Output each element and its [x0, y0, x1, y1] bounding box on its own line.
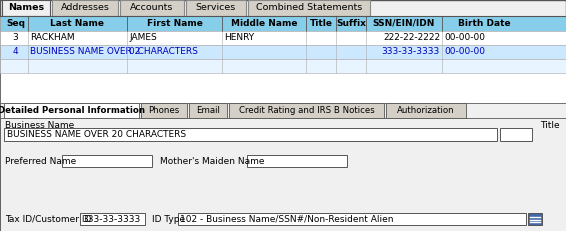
Text: Combined Statements: Combined Statements: [256, 3, 362, 12]
Bar: [189, 103, 227, 118]
Bar: [500, 128, 532, 141]
Bar: [0, 45, 566, 59]
Text: Services: Services: [196, 3, 236, 12]
Bar: [80, 213, 145, 225]
Bar: [178, 213, 526, 225]
Bar: [186, 0, 246, 16]
Bar: [386, 103, 466, 118]
Text: Business Name: Business Name: [5, 121, 74, 130]
Text: Addresses: Addresses: [61, 3, 109, 12]
Bar: [248, 0, 370, 16]
Text: 222-22-2222: 222-22-2222: [383, 33, 440, 43]
Text: 0 CHARACTERS: 0 CHARACTERS: [129, 48, 198, 57]
Text: 00-00-00: 00-00-00: [444, 33, 485, 43]
Bar: [4, 103, 139, 118]
Text: Seq: Seq: [6, 19, 25, 28]
Text: Email: Email: [196, 106, 220, 115]
Text: 00-00-00: 00-00-00: [444, 48, 485, 57]
Text: Title: Title: [540, 121, 560, 130]
Text: BUSINESS NAME OVER 2: BUSINESS NAME OVER 2: [30, 48, 140, 57]
Text: 102 - Business Name/SSN#/Non-Resident Alien: 102 - Business Name/SSN#/Non-Resident Al…: [180, 215, 393, 224]
Text: Birth Date: Birth Date: [458, 19, 511, 28]
Text: Accounts: Accounts: [130, 3, 174, 12]
Text: Names: Names: [8, 3, 44, 12]
Text: HENRY: HENRY: [224, 33, 254, 43]
Text: 333-33-3333: 333-33-3333: [381, 48, 440, 57]
Text: 3: 3: [12, 33, 18, 43]
Bar: [120, 0, 184, 16]
Bar: [528, 213, 542, 225]
Text: JAMES: JAMES: [129, 33, 157, 43]
Text: Preferred Name: Preferred Name: [5, 158, 76, 167]
Text: ID Type: ID Type: [152, 215, 185, 224]
Text: Middle Name: Middle Name: [231, 19, 297, 28]
Bar: [0, 59, 566, 73]
Text: 4: 4: [12, 48, 18, 57]
Bar: [0, 31, 566, 45]
Text: Detailed Personal Information: Detailed Personal Information: [0, 106, 145, 115]
Bar: [0, 16, 566, 31]
Text: SSN/EIN/IDN: SSN/EIN/IDN: [373, 19, 435, 28]
Bar: [52, 0, 118, 16]
Text: Authorization: Authorization: [397, 106, 455, 115]
Bar: [4, 128, 497, 141]
Bar: [62, 155, 152, 167]
Bar: [0, 16, 566, 103]
Text: Suffix: Suffix: [336, 19, 366, 28]
Bar: [141, 103, 187, 118]
Text: Credit Rating and IRS B Notices: Credit Rating and IRS B Notices: [239, 106, 374, 115]
Text: First Name: First Name: [147, 19, 203, 28]
Bar: [229, 103, 384, 118]
Text: Tax ID/Customer ID: Tax ID/Customer ID: [5, 215, 91, 224]
Text: RACKHAM: RACKHAM: [30, 33, 75, 43]
Text: Title: Title: [310, 19, 332, 28]
Bar: [0, 118, 566, 231]
Bar: [247, 155, 347, 167]
Text: Mother's Maiden Name: Mother's Maiden Name: [160, 158, 264, 167]
Bar: [0, 103, 566, 231]
Text: BUSINESS NAME OVER 20 CHARACTERS: BUSINESS NAME OVER 20 CHARACTERS: [7, 130, 186, 139]
Text: 333-33-3333: 333-33-3333: [82, 215, 140, 224]
Text: Last Name: Last Name: [50, 19, 105, 28]
Text: Phones: Phones: [148, 106, 179, 115]
Bar: [2, 0, 50, 16]
